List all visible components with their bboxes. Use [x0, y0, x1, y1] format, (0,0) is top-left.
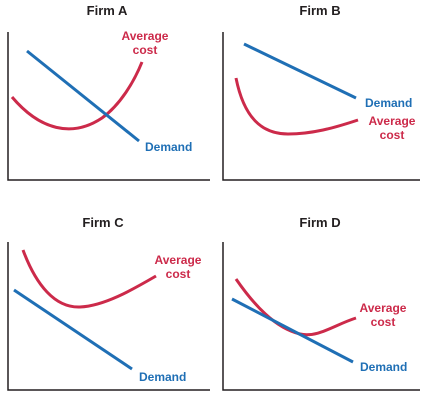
average-cost-label-line2: cost — [133, 43, 158, 57]
panel-firm-b: Firm B Demand Average cost — [222, 3, 420, 181]
average-cost-label-line1: Average — [360, 301, 407, 315]
average-cost-label-line1: Average — [155, 253, 202, 267]
demand-line — [231, 297, 354, 364]
demand-line — [13, 288, 133, 371]
panel-firm-d: Firm D Average cost Demand — [222, 215, 420, 391]
panel-firm-c: Firm C Average cost Demand — [7, 215, 210, 391]
demand-label: Demand — [145, 140, 192, 154]
axes — [7, 32, 210, 181]
average-cost-curve — [10, 61, 144, 131]
axes — [222, 32, 420, 181]
axes — [222, 242, 420, 391]
average-cost-label-line2: cost — [380, 128, 405, 142]
panel-title: Firm B — [299, 3, 340, 18]
panel-firm-a: Firm A Average cost Demand — [7, 3, 210, 181]
average-cost-label-line2: cost — [371, 315, 396, 329]
average-cost-label-line1: Average — [369, 114, 416, 128]
demand-label: Demand — [365, 96, 412, 110]
demand-label: Demand — [139, 370, 186, 384]
panel-title: Firm C — [82, 215, 124, 230]
demand-line — [26, 49, 140, 143]
average-cost-curve — [234, 278, 357, 337]
demand-label: Demand — [360, 360, 407, 374]
average-cost-label-line2: cost — [166, 267, 191, 281]
average-cost-label-line1: Average — [122, 29, 169, 43]
panel-title: Firm A — [87, 3, 128, 18]
panel-title: Firm D — [299, 215, 340, 230]
demand-line — [243, 42, 357, 100]
axes — [7, 242, 210, 391]
average-cost-curve — [234, 77, 359, 136]
average-cost-curve — [21, 249, 157, 309]
